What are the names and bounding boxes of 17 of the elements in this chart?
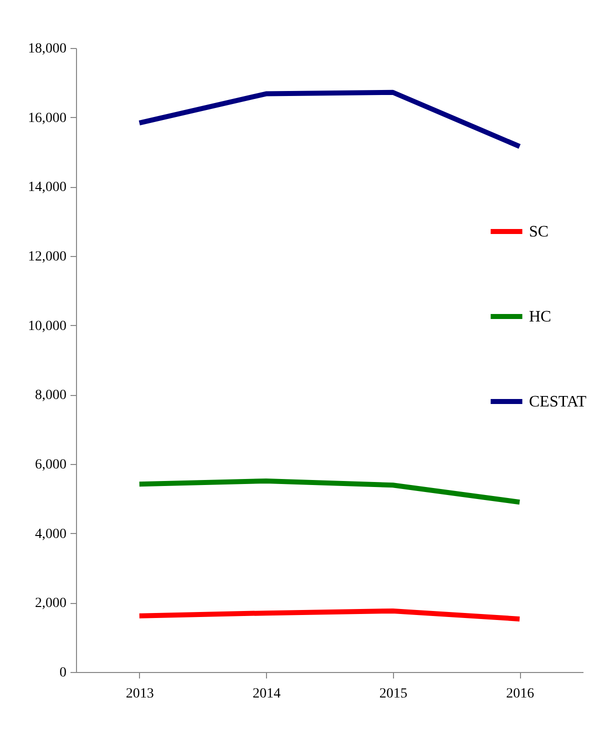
y-tick-label: 2,000 bbox=[35, 596, 66, 612]
x-tick-label: 2013 bbox=[126, 686, 154, 702]
y-tick-label: 6,000 bbox=[35, 458, 66, 472]
y-tick-label: 10,000 bbox=[28, 318, 66, 334]
legend-label: HC bbox=[529, 308, 552, 326]
y-tick-label: 18,000 bbox=[28, 42, 66, 56]
legend-label: SC bbox=[529, 224, 549, 240]
x-tick-label: 2015 bbox=[379, 686, 408, 702]
legend-label: CESTAT bbox=[529, 394, 587, 410]
y-tick-label: 14,000 bbox=[28, 180, 66, 196]
x-tick-label: 2014 bbox=[252, 686, 281, 702]
y-tick-label: 8,000 bbox=[35, 388, 66, 404]
y-tick-label: 0 bbox=[60, 666, 66, 680]
y-tick-label: 16,000 bbox=[28, 110, 66, 126]
y-tick-label: 4,000 bbox=[35, 526, 66, 542]
x-tick-label: 2016 bbox=[506, 686, 534, 702]
y-tick-label: 12,000 bbox=[28, 250, 66, 264]
